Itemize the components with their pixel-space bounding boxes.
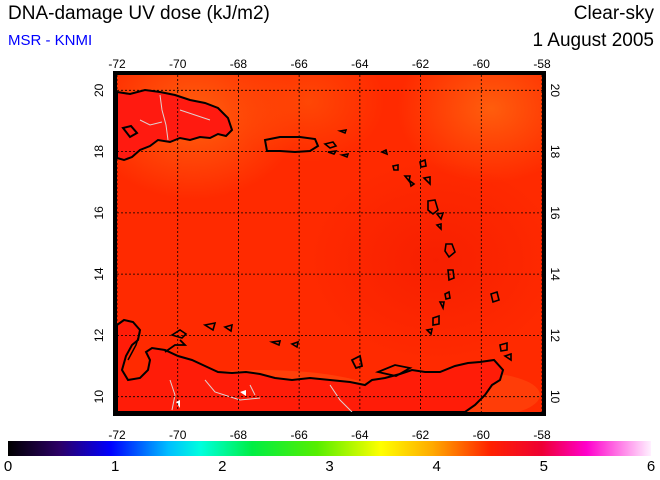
colorbar-tick-4: 4 (432, 458, 441, 475)
colorbar-tick-6: 6 (646, 458, 656, 475)
colorbar-tick-1: 1 (110, 458, 120, 475)
colorbar-tick-2: 2 (218, 458, 227, 475)
lon-tick-top-7: -58 (533, 57, 551, 71)
lon-tick-top-5: -62 (412, 57, 430, 71)
lon-tick-bottom-5: -62 (412, 428, 430, 442)
date-label: 1 August 2005 (532, 30, 655, 51)
lat-tick-left-1: 12 (92, 328, 106, 342)
lon-tick-bottom-2: -68 (230, 428, 248, 442)
colorbar-tick-0: 0 (3, 458, 13, 475)
lon-tick-bottom-6: -60 (473, 428, 491, 442)
lon-tick-bottom-7: -58 (533, 428, 551, 442)
lat-tick-left-5: 20 (92, 83, 106, 97)
lon-tick-bottom-3: -66 (290, 428, 308, 442)
lon-tick-top-2: -68 (230, 57, 248, 71)
sky-condition-label: Clear-sky (573, 3, 654, 24)
lat-tick-right-5: 20 (548, 84, 562, 98)
colorbar-tick-3: 3 (325, 458, 334, 475)
uv-field-shading (117, 75, 542, 412)
credit-label: MSR - KNMI (8, 32, 93, 49)
lon-tick-bottom-4: -64 (351, 428, 369, 442)
lat-tick-left-0: 10 (92, 390, 106, 404)
lon-tick-top-0: -72 (108, 57, 126, 71)
colorbar (8, 441, 651, 456)
lon-tick-top-6: -60 (473, 57, 491, 71)
colorbar-tick-5: 5 (539, 458, 548, 475)
lesser-antilles-coast (380, 148, 500, 336)
south-america-coast (117, 318, 505, 412)
lon-tick-top-3: -66 (290, 57, 308, 71)
puerto-rico-coast (263, 136, 320, 154)
graticule (116, 75, 543, 412)
lat-tick-right-3: 16 (548, 206, 562, 220)
lat-tick-left-3: 16 (92, 206, 106, 220)
map-title: DNA-damage UV dose (kJ/m2) (8, 3, 270, 24)
hispaniola-coast (117, 88, 234, 162)
lat-tick-right-1: 12 (548, 329, 562, 343)
axis-ticks: -72 -72 -70 -70 -68 -68 -66 -66 -64 -64 -62 -62 -60 -… (92, 57, 562, 442)
lon-tick-bottom-0: -72 (108, 428, 126, 442)
lat-tick-right-2: 14 (548, 267, 562, 281)
lat-tick-left-2: 14 (92, 267, 106, 281)
lat-tick-left-4: 18 (92, 145, 106, 159)
lon-tick-top-4: -64 (351, 57, 369, 71)
lat-tick-right-0: 10 (548, 390, 562, 404)
lon-tick-bottom-1: -70 (169, 428, 187, 442)
lon-tick-top-1: -70 (169, 57, 187, 71)
lat-tick-right-4: 18 (548, 145, 562, 159)
